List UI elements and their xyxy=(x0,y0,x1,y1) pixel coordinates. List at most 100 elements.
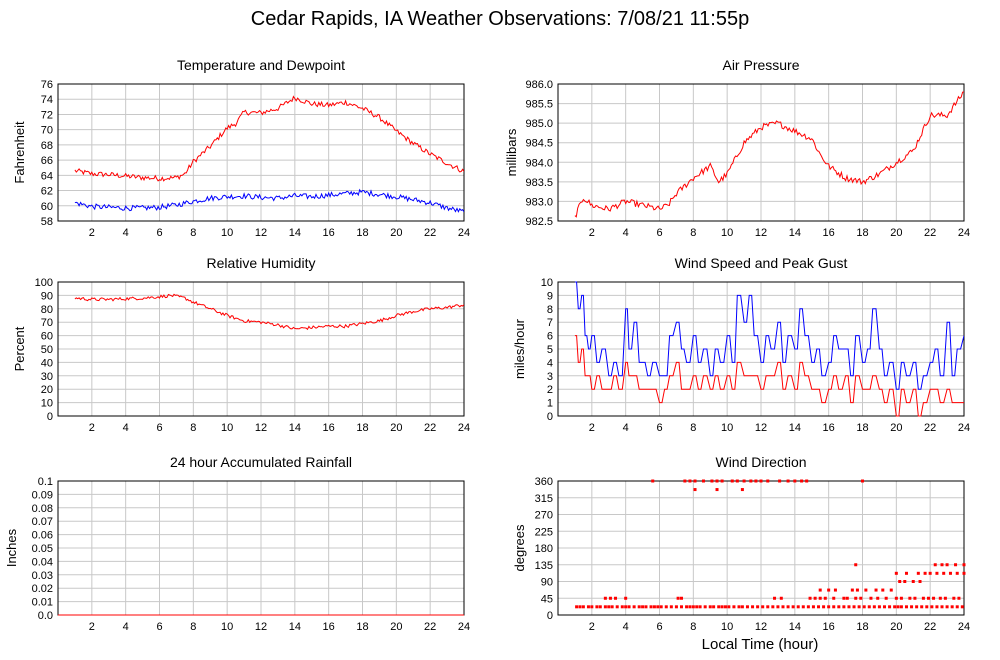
data-point xyxy=(800,479,804,483)
data-point xyxy=(793,479,797,483)
x-tick-label: 14 xyxy=(289,621,301,633)
x-tick-label: 24 xyxy=(458,227,470,239)
series-line-0 xyxy=(574,281,964,390)
data-point xyxy=(776,605,780,609)
x-tick-label: 18 xyxy=(356,227,368,239)
data-point xyxy=(915,605,919,609)
data-point xyxy=(669,605,673,609)
y-tick-label: 60 xyxy=(41,331,53,343)
x-tick-label: 4 xyxy=(123,621,129,633)
data-point xyxy=(916,571,920,575)
x-tick-label: 22 xyxy=(924,422,936,434)
y-tick-label: 76 xyxy=(41,79,53,91)
y-axis-label: Fahrenheit xyxy=(12,121,27,184)
data-point xyxy=(930,605,934,609)
y-tick-label: 2 xyxy=(547,384,553,396)
data-point xyxy=(881,588,885,592)
data-point xyxy=(749,479,753,483)
data-point xyxy=(786,479,790,483)
data-point xyxy=(845,596,849,600)
data-point xyxy=(854,596,858,600)
data-point xyxy=(818,596,822,600)
data-point xyxy=(955,605,959,609)
data-point xyxy=(735,479,739,483)
x-tick-label: 12 xyxy=(255,422,267,434)
data-point xyxy=(730,479,734,483)
x-tick-label: 12 xyxy=(755,227,767,239)
y-tick-label: 60 xyxy=(41,201,53,213)
series-line-0 xyxy=(574,91,964,218)
x-tick-label: 2 xyxy=(89,422,95,434)
data-point xyxy=(679,596,683,600)
data-point xyxy=(598,605,602,609)
x-tick-label: 14 xyxy=(289,422,301,434)
x-tick-label: 10 xyxy=(721,621,733,633)
data-point xyxy=(688,479,692,483)
y-tick-label: 0.05 xyxy=(32,543,53,555)
data-point xyxy=(842,596,846,600)
data-point xyxy=(837,605,841,609)
x-tick-label: 8 xyxy=(690,227,696,239)
data-point xyxy=(899,605,903,609)
x-tick-label: 22 xyxy=(424,227,436,239)
y-tick-label: 3 xyxy=(547,371,553,383)
y-tick-label: 0.09 xyxy=(32,489,53,501)
y-tick-label: 100 xyxy=(35,277,53,289)
y-tick-label: 62 xyxy=(41,186,53,198)
data-point xyxy=(659,605,663,609)
plot-frame xyxy=(57,83,465,222)
data-point xyxy=(872,605,876,609)
data-point xyxy=(607,605,611,609)
x-tick-label: 4 xyxy=(623,227,629,239)
y-axis-label: degrees xyxy=(512,524,527,571)
data-point xyxy=(627,605,631,609)
x-tick-label: 12 xyxy=(755,422,767,434)
y-tick-label: 6 xyxy=(547,331,553,343)
x-tick-label: 14 xyxy=(789,227,801,239)
y-axis-label: Inches xyxy=(4,528,19,567)
x-tick-label: 20 xyxy=(890,422,902,434)
y-tick-label: 985.5 xyxy=(525,99,553,111)
x-tick-label: 20 xyxy=(890,227,902,239)
y-tick-label: 360 xyxy=(535,476,553,488)
data-point xyxy=(737,605,741,609)
data-point xyxy=(847,605,851,609)
data-point xyxy=(952,596,956,600)
data-point xyxy=(955,571,959,575)
data-point xyxy=(685,605,689,609)
data-point xyxy=(945,605,949,609)
y-tick-label: 90 xyxy=(41,290,53,302)
y-tick-label: 270 xyxy=(535,510,553,522)
x-tick-label: 8 xyxy=(190,227,196,239)
chart-title: Relative Humidity xyxy=(207,255,316,271)
x-tick-label: 14 xyxy=(789,621,801,633)
x-tick-label: 2 xyxy=(89,621,95,633)
x-tick-label: 8 xyxy=(690,621,696,633)
y-tick-label: 986.0 xyxy=(525,79,553,91)
x-tick-label: 16 xyxy=(323,227,335,239)
x-tick-label: 2 xyxy=(589,621,595,633)
y-tick-label: 982.5 xyxy=(525,216,553,228)
data-point xyxy=(827,605,831,609)
data-point xyxy=(786,605,790,609)
x-tick-label: 6 xyxy=(156,227,162,239)
data-point xyxy=(656,605,660,609)
x-tick-label: 12 xyxy=(755,621,767,633)
y-tick-label: 1 xyxy=(547,398,553,410)
x-tick-label: 12 xyxy=(255,621,267,633)
data-point xyxy=(674,605,678,609)
data-point xyxy=(904,571,908,575)
data-point xyxy=(766,605,770,609)
data-point xyxy=(610,605,614,609)
data-point xyxy=(822,605,826,609)
data-point xyxy=(913,596,917,600)
data-point xyxy=(649,605,653,609)
chart-title: Wind Direction xyxy=(715,454,806,470)
y-tick-label: 983.5 xyxy=(525,177,553,189)
y-axis-label: millibars xyxy=(504,128,519,176)
x-tick-label: 16 xyxy=(323,621,335,633)
x-tick-label: 14 xyxy=(289,227,301,239)
data-point xyxy=(691,605,695,609)
data-point xyxy=(771,605,775,609)
